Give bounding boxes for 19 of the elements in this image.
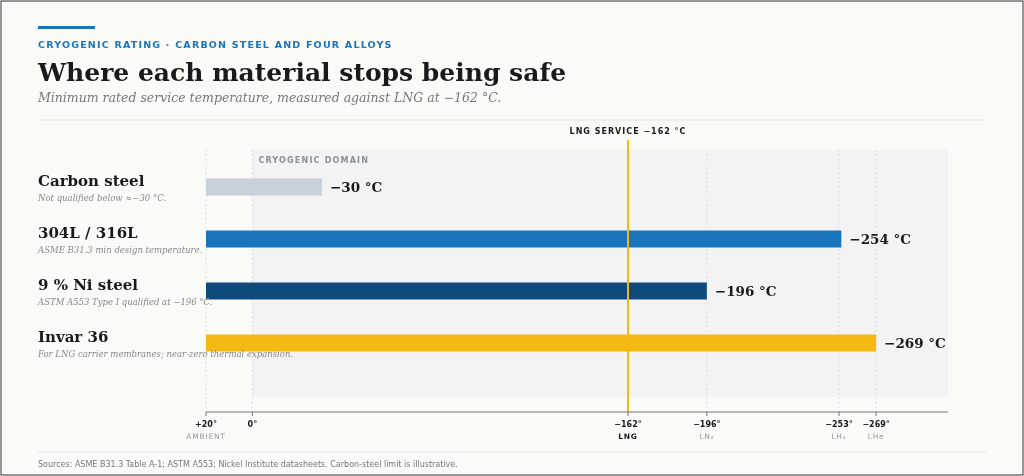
ref-line-label: LNG SERVICE −162 °C <box>569 127 687 136</box>
data-label: −196 °C <box>714 283 777 299</box>
chart-subtitle: Minimum rated service temperature, measured against LNG at −162 °C. <box>37 90 502 105</box>
chart-title: Where each material stops being safe <box>37 58 567 87</box>
text: Not qualified below ≈−30 °C. <box>37 193 167 203</box>
data-label: −254 °C <box>849 231 912 247</box>
text: ASME B31.3 min design temperature. <box>37 245 203 255</box>
source-note: Sources: ASME B31.3 Table A-1; ASTM A553; Nickel Institute datasheets. Carbon-steel limit is illustrative. <box>38 460 458 469</box>
data-label: −30 °C <box>329 179 383 195</box>
data-label: −269 °C <box>884 335 947 351</box>
y-tick-label: 9 % Ni steel <box>38 276 139 294</box>
band-label: CRYOGENIC DOMAIN <box>258 156 370 165</box>
y-tick-label: Invar 36 <box>38 328 109 346</box>
annotation: ASTM A553 Type I qualified at −196 °C. <box>37 297 213 307</box>
text: CRYOGENIC RATING · CARBON STEEL AND FOUR ALLOYS <box>38 39 393 50</box>
y-tick-label: 304L / 316L <box>38 224 139 242</box>
annotation: For LNG carrier membranes; near-zero thermal expansion. <box>37 349 294 359</box>
x-tick-label: 0° <box>247 420 258 429</box>
y-tick-label: Carbon steel <box>38 172 145 190</box>
